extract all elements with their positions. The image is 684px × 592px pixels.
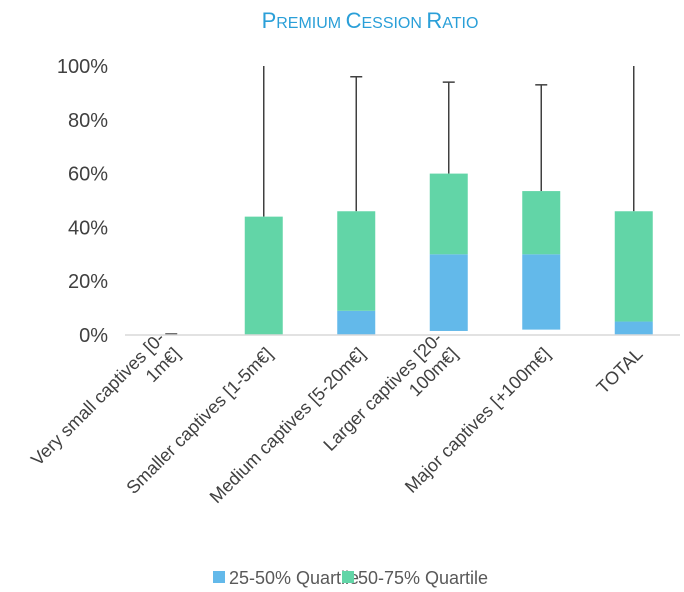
- y-tick-label: 40%: [68, 217, 108, 239]
- box-lower: [429, 254, 468, 331]
- box-upper: [244, 216, 283, 335]
- chart-title: PREMIUM CESSION RATIO: [262, 8, 479, 33]
- x-axis-labels: Very small captives [0-1m€]Smaller capti…: [27, 328, 647, 507]
- box-upper: [429, 173, 468, 255]
- box-upper: [614, 211, 653, 322]
- legend-label: 25-50% Quartile: [229, 568, 359, 588]
- box-upper: [337, 211, 376, 311]
- box-lower: [337, 310, 376, 335]
- legend-label: 50-75% Quartile: [358, 568, 488, 588]
- y-tick-label: 100%: [57, 56, 108, 78]
- box-lower: [522, 254, 561, 330]
- x-category-label: TOTAL: [593, 344, 647, 398]
- box-lower: [614, 321, 653, 335]
- whiskers: [165, 66, 635, 335]
- legend-swatch: [342, 571, 354, 583]
- y-tick-label: 80%: [68, 110, 108, 132]
- y-axis: 0% 20% 40% 60% 80% 100%: [57, 56, 108, 347]
- legend-swatch: [213, 571, 225, 583]
- y-tick-label: 20%: [68, 271, 108, 293]
- y-tick-label: 0%: [79, 325, 108, 347]
- y-tick-label: 60%: [68, 164, 108, 186]
- boxes: [244, 173, 653, 335]
- box-upper: [522, 191, 561, 255]
